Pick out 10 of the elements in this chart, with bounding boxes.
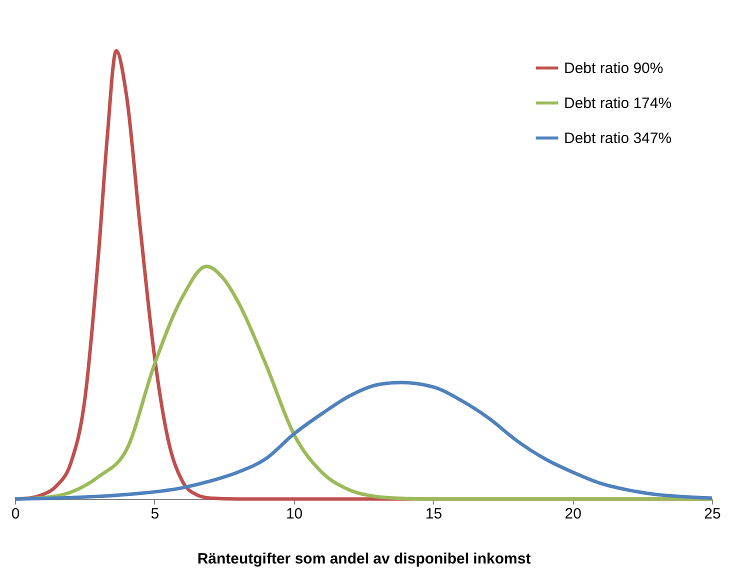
x-tick-label: 0 bbox=[11, 506, 20, 522]
x-axis-title: Ränteutgifter som andel av disponibel inkomst bbox=[197, 550, 531, 568]
x-tick-label: 15 bbox=[425, 506, 442, 522]
x-tick-label: 25 bbox=[704, 506, 721, 522]
x-tick-label: 5 bbox=[150, 506, 160, 522]
legend-label: Debt ratio 174% bbox=[564, 95, 672, 112]
legend-label: Debt ratio 347% bbox=[564, 130, 672, 147]
x-tick-label: 10 bbox=[286, 506, 303, 522]
legend-label: Debt ratio 90% bbox=[564, 60, 664, 77]
x-tick-label: 20 bbox=[564, 506, 582, 522]
